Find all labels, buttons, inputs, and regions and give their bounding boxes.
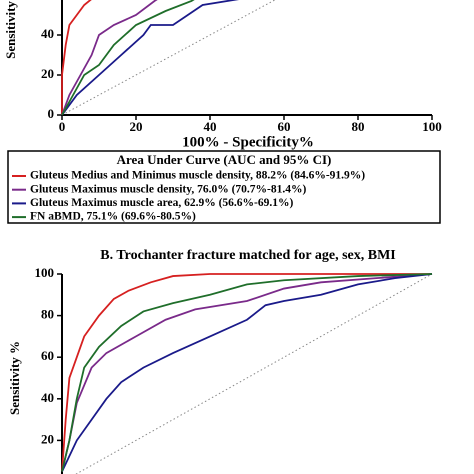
reference-line [62,274,432,474]
legend-label: Gluteus Medius and Minimus muscle densit… [30,170,365,182]
legend-label: FN aBMD, 75.1% (69.6%-80.5%) [30,211,196,223]
y-tick-label: 40 [41,26,54,41]
y-axis-label: Sensitivity [3,1,18,59]
y-tick-label: 80 [41,307,54,322]
chart-title: B. Trochanter fracture matched for age, … [100,248,396,263]
y-tick-label: 40 [41,390,54,405]
legend-label: Gluteus Maximus muscle density, 76.0% (7… [30,183,306,195]
roc-curve [62,274,432,472]
roc-curve [62,274,432,472]
x-axis-label: 100% - Specificity% [182,134,314,150]
x-tick-label: 60 [278,119,291,134]
y-tick-label: 100 [35,265,55,280]
legend-label: Gluteus Maximus muscle area, 62.9% (56.6… [30,197,293,209]
roc-curve [62,274,432,472]
x-tick-label: 20 [130,119,143,134]
x-tick-label: 0 [59,119,66,134]
y-tick-label: 60 [41,348,54,363]
roc-curve [62,274,432,472]
roc-curve [62,0,432,115]
y-tick-label: 20 [41,66,54,81]
x-tick-label: 80 [352,119,365,134]
legend-title: Area Under Curve (AUC and 95% CI) [117,152,332,167]
y-axis-label: Sensitivity % [7,341,22,415]
x-tick-label: 40 [204,119,217,134]
x-tick-label: 100 [422,119,442,134]
y-tick-label: 0 [48,106,55,121]
y-tick-label: 20 [41,431,54,446]
figure: 100% - Specificity% Sensitivity Area Und… [0,0,474,474]
